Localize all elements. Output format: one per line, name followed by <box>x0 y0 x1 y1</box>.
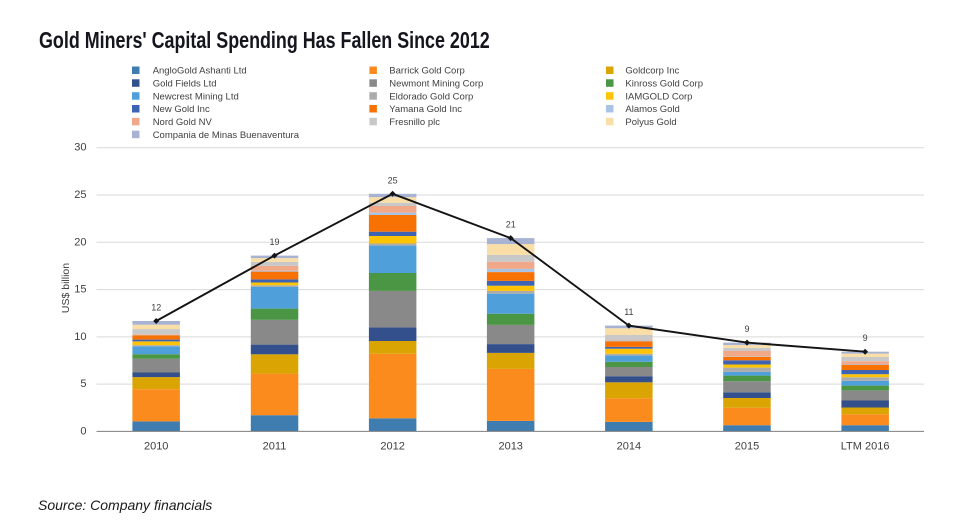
svg-text:Polyus Gold: Polyus Gold <box>625 117 676 128</box>
svg-text:2015: 2015 <box>735 441 759 453</box>
svg-text:Goldcorp Inc: Goldcorp Inc <box>625 66 679 77</box>
svg-text:AngloGold Ashanti Ltd: AngloGold Ashanti Ltd <box>153 66 247 77</box>
svg-text:20: 20 <box>74 236 86 248</box>
svg-text:2011: 2011 <box>263 441 287 453</box>
svg-text:0: 0 <box>80 425 86 437</box>
svg-text:15: 15 <box>74 284 86 296</box>
svg-text:2010: 2010 <box>144 441 168 453</box>
svg-text:2013: 2013 <box>498 441 522 453</box>
svg-text:Kinross Gold Corp: Kinross Gold Corp <box>625 79 703 90</box>
svg-text:Newcrest Mining Ltd: Newcrest Mining Ltd <box>153 91 239 102</box>
svg-text:2012: 2012 <box>380 441 404 453</box>
svg-text:LTM 2016: LTM 2016 <box>841 441 890 453</box>
svg-text:9: 9 <box>744 324 749 334</box>
svg-text:Compania de Minas Buenaventura: Compania de Minas Buenaventura <box>153 130 300 141</box>
svg-text:5: 5 <box>80 378 86 390</box>
svg-text:10: 10 <box>74 331 86 343</box>
svg-text:25: 25 <box>74 189 86 201</box>
svg-text:Yamana Gold Inc: Yamana Gold Inc <box>389 104 462 115</box>
svg-text:Newmont Mining Corp: Newmont Mining Corp <box>389 79 483 90</box>
svg-text:Nord Gold NV: Nord Gold NV <box>153 117 213 128</box>
svg-text:19: 19 <box>269 237 279 247</box>
svg-text:21: 21 <box>506 220 516 230</box>
svg-text:Gold Fields Ltd: Gold Fields Ltd <box>153 79 217 90</box>
svg-text:IAMGOLD Corp: IAMGOLD Corp <box>625 91 692 102</box>
svg-text:Eldorado Gold Corp: Eldorado Gold Corp <box>389 91 473 102</box>
svg-text:30: 30 <box>74 142 86 154</box>
svg-text:Barrick Gold Corp: Barrick Gold Corp <box>389 66 465 77</box>
svg-text:9: 9 <box>863 333 868 343</box>
svg-text:11: 11 <box>624 307 633 317</box>
svg-text:25: 25 <box>388 175 398 185</box>
svg-text:Alamos Gold: Alamos Gold <box>625 104 679 115</box>
svg-text:12: 12 <box>151 303 161 313</box>
svg-text:Fresnillo plc: Fresnillo plc <box>389 117 440 128</box>
svg-text:New Gold Inc: New Gold Inc <box>153 104 210 115</box>
svg-text:2014: 2014 <box>617 441 641 453</box>
svg-text:US$ billion: US$ billion <box>60 263 72 313</box>
